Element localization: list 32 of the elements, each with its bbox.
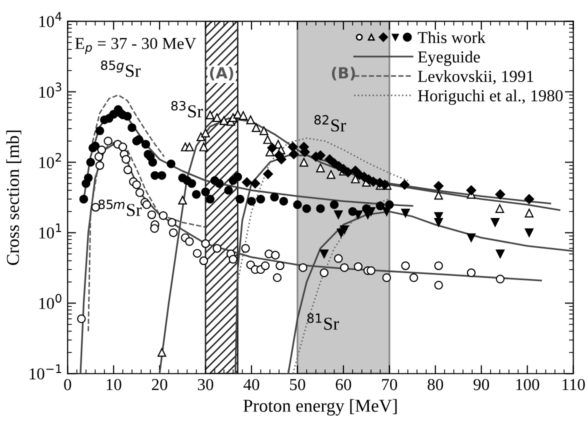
x-tick-label: 10 bbox=[106, 378, 122, 390]
y-tick-label: 10$^{−1}$ bbox=[30, 364, 62, 380]
x-tick-label: 110 bbox=[562, 378, 585, 390]
legend-label: Horiguchi et al., 1980 bbox=[418, 90, 563, 105]
x-tick-label: 70 bbox=[382, 378, 398, 390]
legend-label: Levkovskii, 1991 bbox=[418, 70, 534, 84]
band-label: (B) bbox=[332, 66, 355, 80]
y-tick-label: 10$^{2}$ bbox=[39, 152, 62, 168]
annotation: $^{81}$Sr bbox=[307, 313, 339, 330]
x-tick-label: 80 bbox=[428, 378, 444, 390]
annotation: $^{82}$Sr bbox=[314, 115, 346, 132]
annotation: $^{85m}$Sr bbox=[98, 200, 142, 216]
legend-label: Eyeguide bbox=[418, 50, 480, 66]
legend-label: This work bbox=[418, 31, 486, 44]
x-tick-label: 0 bbox=[64, 378, 72, 390]
band-label: (A) bbox=[210, 66, 234, 80]
x-tick-label: 60 bbox=[336, 378, 352, 390]
x-tick-label: 90 bbox=[474, 378, 490, 390]
y-tick-label: 10$^{4}$ bbox=[39, 12, 62, 28]
x-tick-label: 100 bbox=[516, 378, 540, 390]
x-tick-label: 50 bbox=[290, 378, 306, 390]
x-tick-label: 30 bbox=[198, 378, 214, 390]
y-axis-title: Cross section [mb] bbox=[6, 130, 22, 265]
x-axis-title: Proton energy [MeV] bbox=[243, 399, 397, 416]
x-tick-label: 20 bbox=[152, 378, 168, 390]
annotation: $^{85g}$Sr bbox=[101, 60, 141, 77]
annotation: E$_{p}$ = 37 - 30 MeV bbox=[75, 38, 196, 54]
y-tick-label: 10$^{3}$ bbox=[39, 82, 62, 98]
y-tick-label: 10$^{1}$ bbox=[39, 224, 62, 239]
y-tick-label: 10$^{0}$ bbox=[39, 294, 62, 310]
annotation: $^{83}$Sr bbox=[171, 100, 203, 118]
x-tick-label: 40 bbox=[243, 378, 260, 390]
